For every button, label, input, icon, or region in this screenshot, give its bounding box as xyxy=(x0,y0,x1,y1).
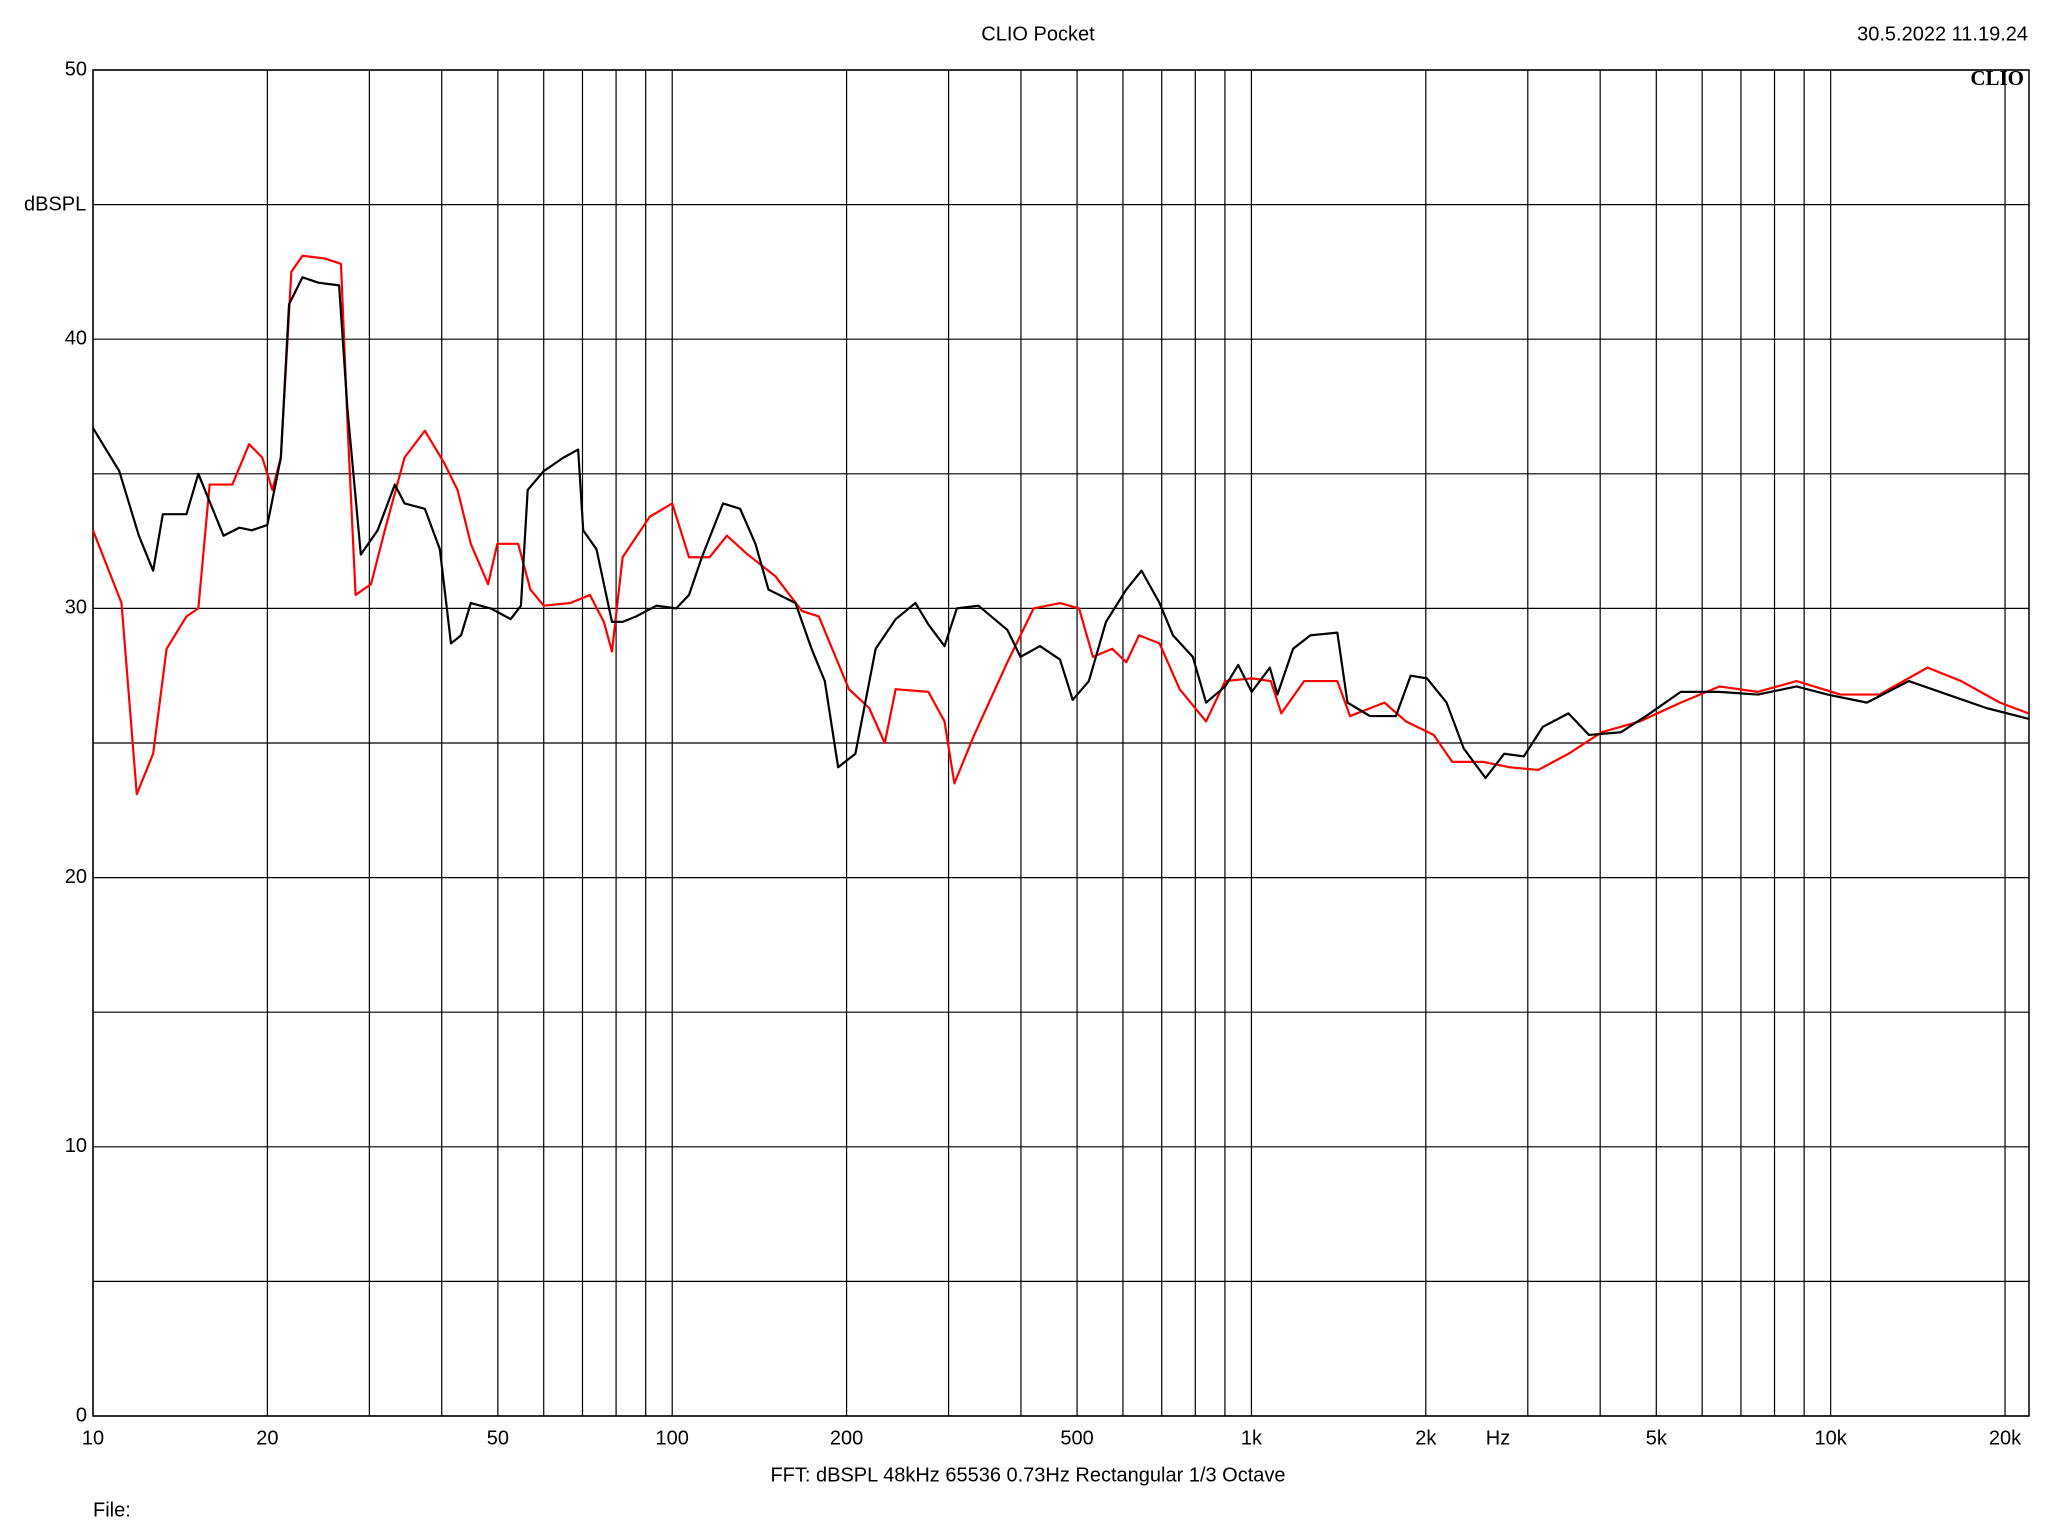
x-tick-label: 20k xyxy=(1989,1427,2022,1449)
file-label: File: xyxy=(93,1499,131,1521)
x-axis-label: Hz xyxy=(1486,1427,1510,1449)
x-tick-label: 200 xyxy=(830,1427,863,1449)
x-tick-label: 1k xyxy=(1241,1427,1263,1449)
y-tick-label: 20 xyxy=(65,866,87,888)
line-series xyxy=(92,276,2029,780)
x-tick-label: 20 xyxy=(256,1427,278,1449)
x-tick-label: 100 xyxy=(656,1427,689,1449)
x-tick-label: 50 xyxy=(487,1427,509,1449)
y-tick-label: 0 xyxy=(76,1404,87,1426)
chart-title: CLIO Pocket xyxy=(981,23,1095,45)
x-tick-label: 10 xyxy=(82,1427,104,1449)
footer: FFT: dBSPL 48kHz 65536 0.73Hz Rectangula… xyxy=(770,1464,1285,1486)
x-tick-label: 500 xyxy=(1060,1427,1093,1449)
line-series xyxy=(91,254,2029,796)
timestamp: 30.5.2022 11.19.24 xyxy=(1857,23,2028,45)
y-tick-label: 40 xyxy=(65,327,87,349)
y-axis-label: dBSPL xyxy=(24,193,86,215)
y-tick-label: 30 xyxy=(65,597,87,619)
x-tick-label: 10k xyxy=(1815,1427,1848,1449)
x-tick-label: 2k xyxy=(1415,1427,1437,1449)
x-tick-label: 5k xyxy=(1646,1427,1668,1449)
y-tick-label: 50 xyxy=(65,58,87,80)
y-tick-label: 10 xyxy=(65,1135,87,1157)
